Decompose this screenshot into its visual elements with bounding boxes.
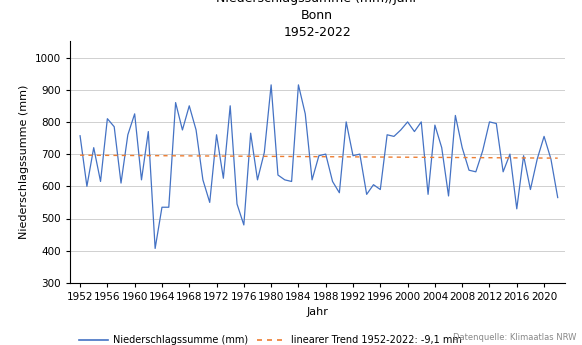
Y-axis label: Niederschlagssumme (mm): Niederschlagssumme (mm) [19,85,29,239]
Title: Niederschlagssumme (mm)/Jahr
Bonn
1952-2022: Niederschlagssumme (mm)/Jahr Bonn 1952-2… [217,0,418,39]
Text: Datenquelle: Klimaatlas NRW: Datenquelle: Klimaatlas NRW [453,333,576,342]
X-axis label: Jahr: Jahr [306,307,328,317]
Legend: Niederschlagssumme (mm), linearer Trend 1952-2022: -9,1 mm: Niederschlagssumme (mm), linearer Trend … [74,331,466,345]
